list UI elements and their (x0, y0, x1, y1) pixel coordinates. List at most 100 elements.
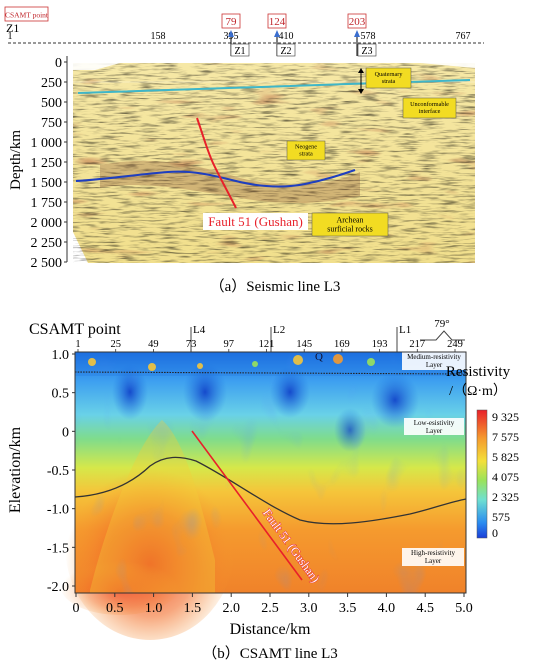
csamt-x-tick-label: 4.5 (416, 601, 434, 616)
marker-arrow (228, 30, 234, 37)
colorbar-tick-label: 575 (492, 510, 510, 524)
colorbar-tick-label: 9 325 (492, 410, 519, 424)
marker-box (221, 13, 241, 29)
angle-indicator: 79° (420, 318, 465, 341)
csamt-top-tick-label: 145 (296, 339, 312, 350)
seismic-y-tick-label: 0 (55, 56, 62, 71)
seismic-y-tick-label: 1 750 (31, 196, 63, 211)
csamt-x-tick-label: 3.5 (339, 601, 357, 616)
seismic-top-tick-label: 578 (361, 31, 376, 42)
upper-boundary-line (74, 371, 467, 375)
seismic-y-tick-label: 1 250 (31, 156, 63, 171)
seismic-y-tick-label: 2 000 (31, 216, 63, 231)
seismic-y-ticks: 0 250 500 750 1 000 1 250 1 500 1 750 2 000 2 250… (31, 56, 67, 271)
colorbar-title: Resistivity (446, 364, 511, 380)
marker-arrow (354, 30, 360, 37)
csamt-top-tick-label: 217 (409, 339, 425, 350)
csamt-x-tick-label: 2.0 (222, 601, 240, 616)
seismic-y-tick-label: 1 500 (31, 176, 63, 191)
csamt-y-tick-label: -0.5 (47, 464, 69, 479)
colorbar-unit: /（Ω·m） (449, 383, 507, 399)
csamt-x-tick-label: 1.0 (145, 601, 163, 616)
csamt-top-tick-label: 249 (447, 339, 463, 350)
seismic-y-label: Depth/km (8, 130, 24, 190)
csamt-title: CSAMT point (29, 321, 121, 338)
csamt-x-tick-label: 3.0 (300, 601, 318, 616)
csamt-x-label: Distance/km (230, 621, 311, 638)
marker-number: 124 (269, 16, 286, 28)
line-label: L2 (273, 324, 285, 336)
low-layer-label: Low-esistivity Layer (404, 418, 464, 435)
seismic-top-tick-label: 767 (456, 31, 471, 42)
zone-label: Z2 (280, 46, 291, 57)
zone-box (230, 43, 250, 57)
csamt-top-tick-label: 97 (224, 339, 235, 350)
colorbar-tick-label: 4 075 (492, 470, 519, 484)
seismic-top-ticks: 1158395410578767 (8, 31, 471, 42)
csamt-top-tick-label: 121 (259, 339, 275, 350)
svg-text:79°: 79° (434, 318, 449, 330)
line-label: L4 (193, 324, 206, 336)
high-layer-label: High-resistivity Layer (402, 548, 464, 566)
csamt-top-tick-label: 49 (148, 339, 159, 350)
lower-boundary-line (74, 456, 467, 525)
seismic-top-tick-label: 1 (8, 31, 13, 42)
archean-label: Archean surficial rocks (311, 212, 389, 237)
csamt-point-badge (4, 6, 49, 22)
zone-label: Z3 (361, 46, 372, 57)
unconformable-label: Unconformable interface (402, 97, 457, 119)
seismic-y-tick-label: 500 (41, 96, 62, 111)
csamt-x-tick-label: 4.0 (378, 601, 396, 616)
csamt-top-tick-label: 25 (110, 339, 121, 350)
colorbar (476, 409, 488, 539)
seismic-y-tick-label: 1 000 (31, 136, 63, 151)
caption-a: （a）Seismic line L3 (210, 278, 341, 295)
csamt-top-tick-label: 193 (372, 339, 388, 350)
zone-box (357, 43, 377, 57)
svg-text:Fault 51 (Gushan): Fault 51 (Gushan) (208, 214, 303, 229)
csamt-x-ticks: 0 0.5 1.0 1.5 2.0 2.5 3.0 3.5 4.0 4.5 5.0 (73, 593, 473, 616)
csamt-field (60, 352, 466, 640)
csamt-top-tick-label: 169 (334, 339, 350, 350)
seismic-fault-line (196, 117, 237, 209)
csamt-y-tick-label: -1.0 (47, 503, 69, 518)
colorbar-tick-label: 7 575 (492, 430, 519, 444)
seismic-image (73, 63, 475, 263)
csamt-panel: CSAMT point L4 L2 L1 79° 1 25 49 73 97 121 145 16… (7, 318, 519, 640)
seismic-y-tick-label: 750 (41, 116, 62, 131)
seismic-top-tick-label: 158 (151, 31, 166, 42)
marker-number: 203 (349, 16, 366, 28)
seismic-y-tick-label: 2 250 (31, 236, 63, 251)
caption-b: （b）CSAMT line L3 (202, 645, 338, 662)
csamt-x-tick-label: 2.5 (261, 601, 279, 616)
neogene-label: Neogene strata (286, 140, 326, 161)
csamt-fault-line (191, 430, 303, 581)
zone-label: Z1 (234, 46, 245, 57)
marker-box (267, 13, 287, 29)
csamt-y-tick-label: 0 (62, 425, 69, 440)
marker-arrow (274, 30, 280, 37)
zone-box (276, 43, 296, 57)
seismic-panel: CSAMT point Z1 1158395410578767 79124203… (4, 6, 484, 271)
seismic-markers: 79 124 203 Z1 Z2 Z3 (221, 13, 377, 57)
csamt-y-ticks: 1.0 0.5 0 -0.5 -1.0 -1.5 -2.0 (47, 348, 75, 595)
seismic-y-tick-label: 2 500 (31, 256, 63, 271)
csamt-x-tick-label: 0 (73, 601, 80, 616)
csamt-line-labels: L4 L2 L1 (190, 324, 411, 352)
csamt-y-tick-label: -1.5 (47, 541, 69, 556)
csamt-y-tick-label: -2.0 (47, 580, 69, 595)
line-label: L1 (399, 324, 411, 336)
colorbar-tick-label: 2 325 (492, 490, 519, 504)
csamt-point-badge-text: CSAMT point (5, 11, 49, 20)
quaternary-label: Quaternary strata (358, 67, 412, 94)
csamt-y-label: Elevation/km (7, 426, 24, 513)
csamt-y-tick-label: 0.5 (52, 387, 70, 402)
seismic-top-tick-label: 410 (279, 31, 294, 42)
